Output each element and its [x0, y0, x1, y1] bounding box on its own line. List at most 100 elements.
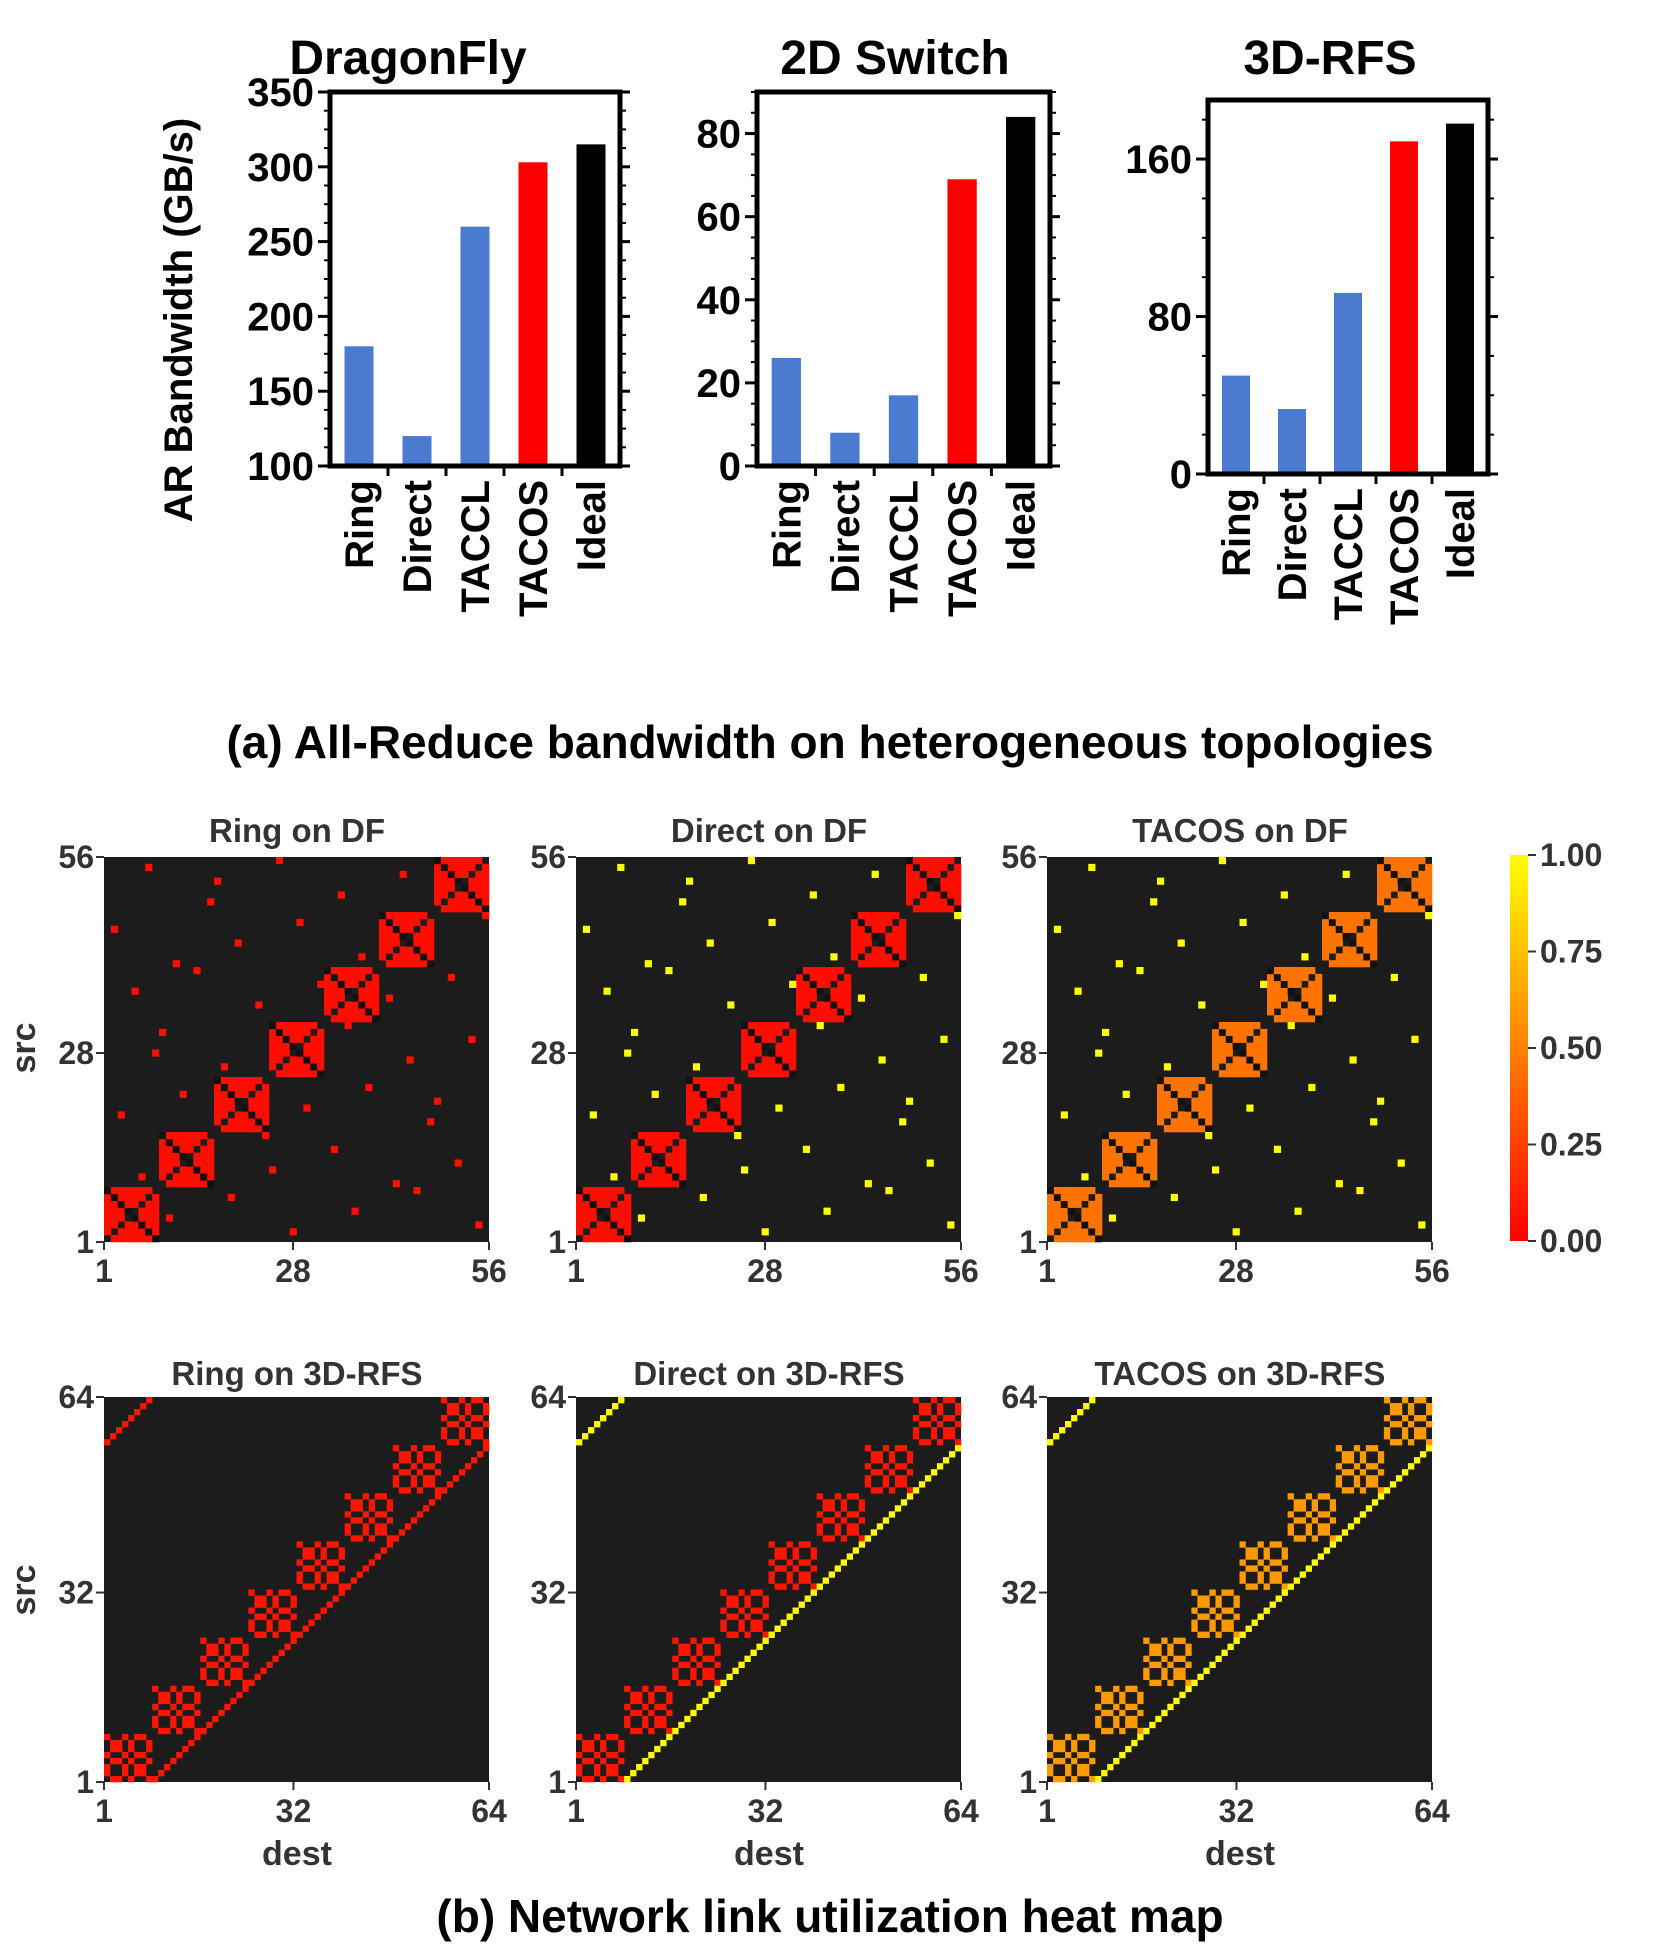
heatmap-cell — [236, 1673, 243, 1681]
heatmap-cell — [392, 953, 400, 961]
heatmap-cell — [470, 1457, 478, 1464]
heatmap-cell — [1413, 1397, 1421, 1404]
heatmap-cell — [1115, 1138, 1123, 1147]
heatmap-cell — [296, 1631, 303, 1638]
heatmap-cell — [194, 1727, 201, 1735]
heatmap-cell — [193, 1152, 201, 1160]
heatmap-cell — [374, 1523, 382, 1530]
heatmap-cell — [1425, 898, 1433, 906]
heatmap-cell — [596, 1187, 604, 1195]
heatmap-cell — [637, 1152, 646, 1160]
heatmap-cell — [110, 925, 119, 933]
heatmap-cell — [789, 1063, 797, 1071]
heatmap-cell — [1411, 905, 1419, 913]
heatmap-cell — [692, 1097, 701, 1105]
heatmap-cell — [624, 1775, 631, 1783]
heatmap-cell — [254, 1631, 261, 1638]
heatmap-cell — [1122, 1173, 1130, 1181]
heatmap-cell — [1157, 1118, 1165, 1126]
heatmap-cell — [379, 953, 387, 961]
heatmap-cell — [768, 1577, 775, 1584]
heatmap-cell — [899, 946, 907, 954]
heatmap-cell — [1232, 1063, 1240, 1071]
heatmap-cell — [1215, 1601, 1222, 1608]
heatmap-cell — [1377, 877, 1385, 885]
heatmap-cell — [1163, 1083, 1172, 1092]
heatmap-cell — [678, 1679, 685, 1687]
heatmap-cell — [830, 1015, 838, 1023]
heatmap-cell — [1101, 1691, 1108, 1699]
heatmap-cell — [933, 891, 941, 899]
heatmap-cell — [1215, 1631, 1222, 1638]
heatmap-cell — [1395, 1409, 1403, 1416]
heatmap-cell — [775, 1028, 783, 1037]
heatmap-cell — [116, 1775, 123, 1783]
heatmap-cell — [1149, 1679, 1156, 1687]
heatmap-cell — [1113, 1721, 1120, 1729]
x-tick-label: Direct — [1271, 488, 1315, 601]
heatmap-cell — [337, 1008, 345, 1016]
heatmap-cell — [358, 987, 366, 995]
y-tick-label: 64 — [530, 1379, 566, 1415]
heatmap-cell — [158, 1709, 165, 1717]
heatmap-cell — [940, 877, 948, 885]
heatmap-cell — [255, 1125, 263, 1133]
heatmap-cell — [398, 1529, 406, 1536]
heatmap-cell — [1371, 1475, 1379, 1482]
x-tick-label: 28 — [747, 1253, 783, 1289]
heatmap-cell — [1232, 1022, 1240, 1030]
heatmap-cell — [1215, 1613, 1222, 1620]
heatmap-cell — [104, 1763, 111, 1771]
heatmap-cell — [374, 1511, 382, 1518]
heatmap-cell — [269, 1028, 277, 1037]
heatmap-cell — [576, 1193, 584, 1202]
heatmap-cell — [912, 870, 921, 878]
heatmap-cell — [1205, 1125, 1213, 1133]
heatmap-cell — [356, 1505, 363, 1512]
heatmap-cell — [1383, 884, 1392, 892]
heatmap-cell — [1335, 1180, 1343, 1188]
heatmap-cell — [900, 1475, 908, 1482]
heatmap-cell — [846, 1493, 854, 1500]
heatmap-cell — [104, 1193, 112, 1202]
heatmap-cell — [365, 1008, 373, 1016]
y-tick-label: 80 — [1148, 296, 1193, 340]
heatmap-cell — [1425, 1409, 1433, 1416]
heatmap-cell — [947, 891, 955, 899]
heatmap-cell — [809, 994, 817, 1002]
heatmap-cell — [1239, 1571, 1246, 1578]
heatmap-cell — [476, 1397, 484, 1404]
heatmap-cell — [888, 1511, 896, 1518]
bar-taccl — [888, 395, 919, 466]
heatmap-cell — [894, 1481, 902, 1488]
heatmap-cell — [1425, 1421, 1433, 1428]
heatmap-cell — [810, 1565, 817, 1572]
heatmap-cell — [172, 1173, 180, 1181]
heatmap-cell — [933, 905, 941, 913]
heatmap-cell — [589, 1111, 597, 1119]
heatmap-cell — [1170, 1097, 1178, 1105]
heatmap-cell — [248, 1589, 255, 1596]
heatmap-cell — [241, 1077, 249, 1085]
heatmap-cell — [1359, 1451, 1367, 1458]
heatmap-cell — [858, 1505, 866, 1512]
bar-direct — [1278, 409, 1306, 474]
heatmap-cell — [1356, 918, 1364, 927]
heatmap-cell — [1341, 1469, 1349, 1476]
heatmap-cell — [851, 925, 859, 933]
heatmap-cell — [1371, 1463, 1379, 1470]
heatmap-cell — [852, 1493, 860, 1500]
heatmap-cell — [332, 1577, 339, 1584]
heatmap-cell — [708, 1673, 715, 1681]
heatmap-cell — [236, 1655, 243, 1662]
heatmap-cell — [642, 1685, 649, 1693]
heatmap-cell — [1053, 1775, 1060, 1783]
heatmap-cell — [792, 1553, 799, 1560]
heatmap-cell — [734, 1125, 742, 1133]
heatmap-cell — [193, 967, 201, 975]
heatmap-cell — [326, 1571, 333, 1578]
heatmap-cell — [692, 1077, 701, 1085]
heatmap-cell — [684, 1643, 691, 1650]
heatmap-cell — [738, 1625, 745, 1632]
